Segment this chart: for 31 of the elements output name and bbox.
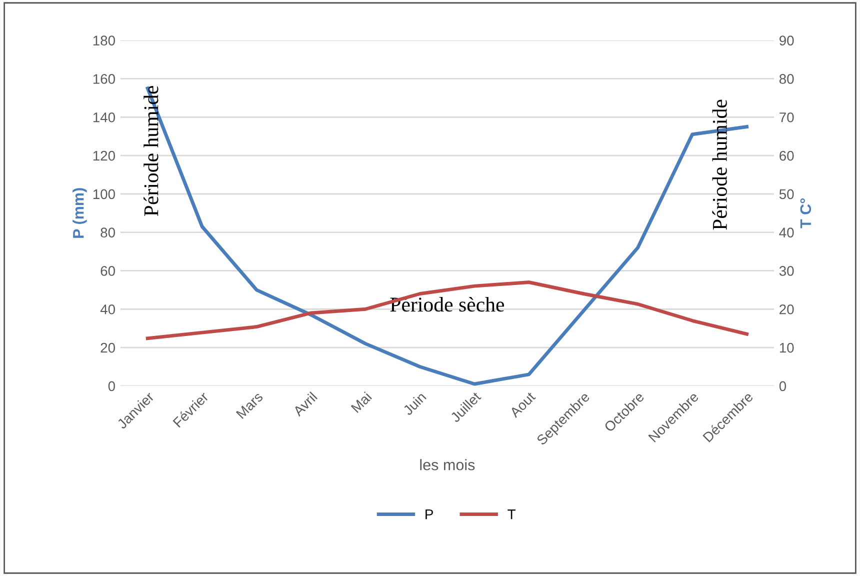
y2-tick-label: 80 — [779, 74, 794, 84]
y2-tick-label: 70 — [780, 112, 794, 122]
y-tick-label: 40 — [100, 304, 115, 314]
y2-tick-label: 40 — [779, 228, 794, 238]
y-tick-label: 80 — [100, 228, 115, 238]
annotation: Période humide — [144, 86, 158, 216]
annotation: Période humide — [712, 100, 727, 230]
y-tick-label: 120 — [93, 150, 115, 161]
legend-label: P — [426, 510, 433, 520]
y-tick-label: 160 — [93, 74, 115, 84]
y2-tick-label: 30 — [779, 266, 794, 276]
x-axis-title: les mois — [420, 459, 475, 470]
y-tick-label: 100 — [93, 189, 115, 200]
y-axis-title: P (mm) — [72, 188, 87, 238]
y2-tick-label: 0 — [779, 381, 786, 392]
y2-tick-label: 50 — [779, 189, 794, 200]
y2-tick-label: 60 — [780, 150, 794, 161]
line-series — [146, 86, 748, 386]
y2-tick-label: 10 — [780, 342, 794, 353]
y-tick-label: 140 — [93, 112, 115, 122]
x-tick-label: Juin — [402, 391, 427, 416]
legend-label: T — [508, 510, 516, 520]
y-tick-label: 60 — [100, 266, 115, 276]
y-tick-label: 20 — [100, 342, 115, 353]
y-tick-label: 180 — [93, 36, 115, 46]
x-tick-label: Mai — [350, 391, 372, 414]
line-series — [146, 280, 748, 340]
y-tick-label: 0 — [108, 381, 115, 392]
y2-tick-label: 90 — [780, 36, 794, 46]
y2-tick-label: 20 — [780, 304, 794, 314]
y2-axis-title: T C° — [800, 198, 812, 228]
